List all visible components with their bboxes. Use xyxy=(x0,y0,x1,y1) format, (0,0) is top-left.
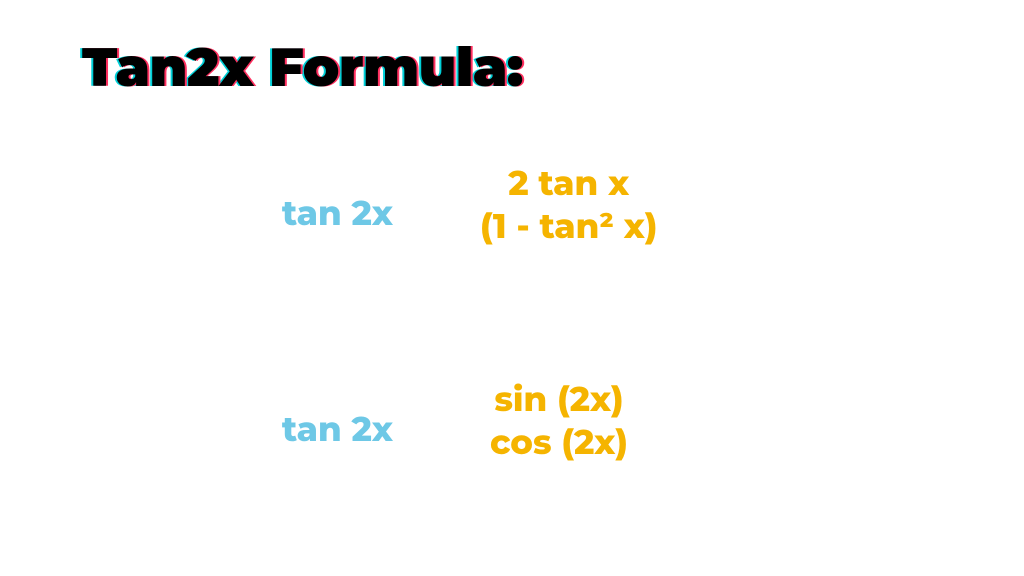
formula-card: Tan2x Formula: Tan2x Formula: Tan2x Form… xyxy=(0,0,1024,576)
formula-1-rhs: 2 tan x (1 - tan² x) xyxy=(480,162,657,247)
formula-2-rhs: sin (2x) cos (2x) xyxy=(490,378,628,463)
page-title: Tan2x Formula: Tan2x Formula: Tan2x Form… xyxy=(82,34,523,100)
formula-1-denominator: (1 - tan² x) xyxy=(480,205,657,248)
formula-2-lhs: tan 2x xyxy=(282,408,393,450)
formula-2-numerator: sin (2x) xyxy=(494,378,623,421)
formula-1-lhs: tan 2x xyxy=(282,192,393,234)
formula-1-numerator: 2 tan x xyxy=(508,162,629,205)
formula-2-denominator: cos (2x) xyxy=(490,421,628,464)
title-text: Tan2x Formula: xyxy=(82,34,523,100)
